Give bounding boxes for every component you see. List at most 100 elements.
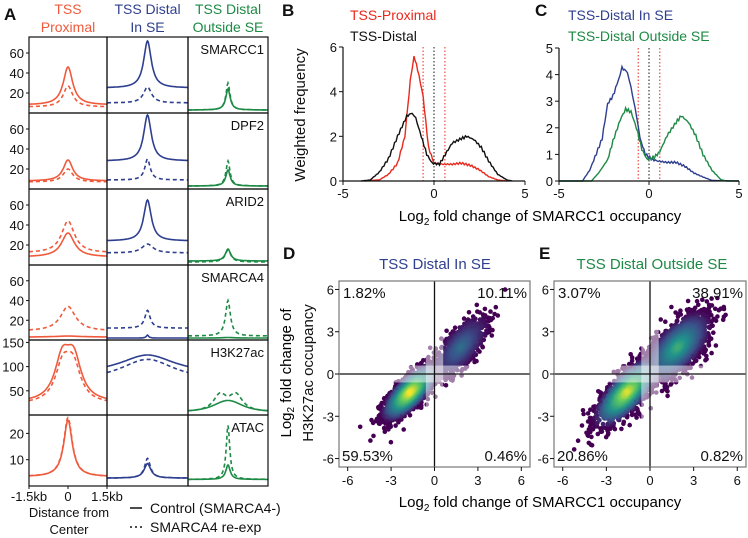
scatter-point (603, 434, 609, 440)
control-profile-line (29, 335, 107, 338)
control-profile-line (29, 419, 107, 477)
x-tick-label: -3 (385, 473, 397, 488)
scatter-point (706, 342, 711, 347)
panel-letter: D (283, 244, 295, 263)
scatter-point (484, 328, 489, 333)
quadrant-percent-top-right: 10.11% (477, 285, 527, 302)
scatter-point (377, 421, 383, 427)
scatter-point (621, 419, 627, 425)
y-tick-label: 0 (330, 174, 337, 189)
scatter-point (703, 347, 708, 353)
scatter-point (585, 433, 591, 439)
scatter-point (597, 418, 602, 423)
scatter-point (581, 411, 586, 417)
scatter-point (444, 328, 449, 334)
scatter-point (589, 443, 595, 448)
x-tick-label: -6 (342, 473, 354, 488)
series-line (361, 112, 513, 182)
reexp-profile-line (29, 350, 107, 402)
reexp-profile-line (29, 85, 107, 108)
row-label: DPF2 (231, 118, 264, 133)
scatter-point (371, 433, 376, 439)
row-label: ATAC (231, 420, 264, 435)
y-tick-label: 2 (330, 129, 337, 144)
scatter-point (713, 343, 719, 348)
scatter-point (665, 393, 670, 399)
x-tick-label: 0 (431, 473, 438, 488)
scatter-point (720, 317, 726, 323)
scatter-point (628, 352, 633, 357)
scatter-point (586, 440, 592, 446)
scatter-title: TSS Distal In SE (379, 256, 491, 273)
legend: Control (SMARCA4-)SMARCA4 re-exp (130, 500, 281, 535)
x-tick-label: -1.5kb (11, 489, 47, 504)
scatter-point (704, 353, 709, 359)
reexp-profile-line (29, 305, 107, 331)
profile-cell (28, 188, 108, 266)
profile-cell (187, 414, 269, 487)
scatter-point (715, 314, 720, 319)
control-profile-line (29, 343, 107, 400)
reexp-profile-line (107, 457, 188, 479)
scatter-point (480, 344, 486, 350)
control-profile-line (107, 354, 188, 368)
y-tick-label: 0 (546, 174, 553, 189)
scatter-point (579, 423, 585, 428)
scatter-point (712, 306, 718, 312)
control-profile-line (29, 232, 107, 257)
scatter-point (458, 344, 463, 350)
control-profile-line (107, 198, 188, 242)
scatter-point (711, 330, 716, 336)
row-label: H3K27ac (211, 345, 265, 360)
y-tick-label: 1 (546, 147, 553, 162)
y-tick-label: 0 (327, 367, 334, 382)
x-tick-label: 0 (645, 186, 652, 201)
y-tick-label: 20 (10, 86, 24, 101)
scatter-point (600, 421, 606, 427)
scatter-point (665, 388, 670, 394)
control-profile-line (188, 168, 268, 187)
scatter-point (575, 438, 581, 444)
scatter-point (694, 298, 700, 304)
scatter-point (633, 412, 638, 418)
scatter-point (674, 319, 680, 324)
reexp-profile-line (188, 425, 268, 481)
scatter-point (599, 429, 605, 434)
y-tick-label: 40 (10, 66, 24, 81)
row-label: ARID2 (226, 194, 264, 209)
y-tick-label: 2 (546, 121, 553, 136)
y-axis-label: Weighted frequency (292, 48, 309, 182)
reexp-profile-line (107, 309, 188, 329)
x-tick-label: 3 (474, 473, 481, 488)
y-tick-label: 150 (2, 335, 24, 350)
profile-cell (28, 339, 108, 416)
scatter-point (488, 309, 493, 314)
scatter-point (696, 302, 701, 308)
scatter-point (690, 361, 695, 367)
scatter-point (443, 383, 449, 388)
scatter-point (580, 408, 586, 413)
scatter-point (475, 309, 480, 314)
reexp-profile-line (188, 298, 268, 337)
column-header: In SE (130, 19, 164, 35)
scatter-point (407, 390, 413, 395)
profile-cell (28, 36, 108, 114)
scatter-point (421, 358, 426, 363)
row-label: SMARCA4 (201, 270, 264, 285)
scatter-point (713, 318, 719, 324)
quadrant-percent-bottom-right: 0.46% (484, 448, 527, 465)
control-profile-line (107, 39, 188, 89)
scatter-point (669, 304, 674, 310)
y-tick-label: 20 (10, 313, 24, 328)
y-tick-label: 60 (10, 198, 24, 213)
control-profile-line (29, 159, 107, 182)
row-label: SMARCC1 (200, 42, 264, 57)
scatter-point (627, 422, 632, 428)
scatter-point (482, 306, 488, 312)
column-header: TSS Distal (195, 1, 261, 17)
scatter-point (401, 427, 407, 432)
column-header: TSS Distal (114, 1, 180, 17)
